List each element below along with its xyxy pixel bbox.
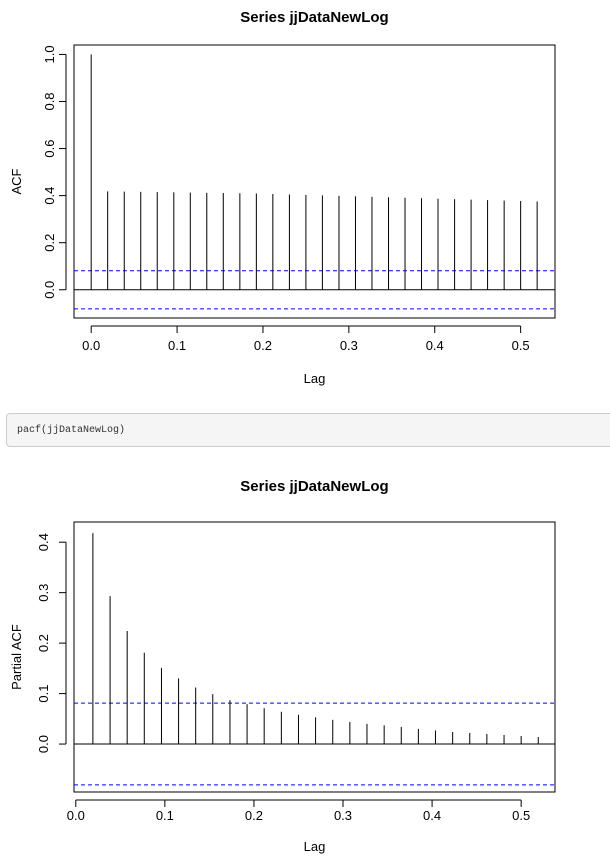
x-tick-label: 0.5 bbox=[512, 808, 530, 823]
chart-title: Series jjDataNewLog bbox=[240, 478, 388, 495]
y-tick-label: 0.2 bbox=[42, 234, 57, 252]
x-tick-label: 0.1 bbox=[156, 808, 174, 823]
y-axis-label: Partial ACF bbox=[9, 624, 24, 690]
pacf-chart-svg: Series jjDataNewLog 0.0 0.1 0.2 0.3 0.4 0.5 Lag… bbox=[9, 478, 556, 854]
code-chunk-text: pacf(jjDataNewLog) bbox=[17, 425, 126, 436]
y-axis: 0.0 0.1 0.2 0.3 0.4 bbox=[36, 533, 67, 753]
x-tick-label: 0.4 bbox=[426, 338, 444, 353]
y-tick-label: 0.4 bbox=[42, 187, 57, 205]
y-tick-label: 0.0 bbox=[42, 281, 57, 299]
x-tick-label: 0.2 bbox=[254, 338, 272, 353]
x-axis-label: Lag bbox=[304, 371, 326, 386]
y-axis: 0.0 0.2 0.4 0.6 0.8 1.0 bbox=[42, 45, 67, 299]
y-tick-label: 0.3 bbox=[36, 584, 51, 602]
x-tick-label: 0.2 bbox=[245, 808, 263, 823]
y-tick-label: 0.1 bbox=[36, 685, 51, 703]
plot-frame bbox=[73, 521, 556, 793]
y-tick-label: 0.0 bbox=[36, 735, 51, 753]
y-tick-label: 1.0 bbox=[42, 45, 57, 63]
x-tick-label: 0.3 bbox=[340, 338, 358, 353]
y-axis-label: ACF bbox=[9, 168, 24, 194]
x-tick-label: 0.0 bbox=[67, 808, 85, 823]
acf-plot: Series jjDataNewLog 0.0 0.1 0.2 0.3 0.4 0.5 Lag… bbox=[0, 0, 610, 390]
x-tick-label: 0.3 bbox=[334, 808, 352, 823]
y-tick-label: 0.2 bbox=[36, 634, 51, 652]
plot-frame bbox=[73, 44, 556, 319]
x-tick-label: 0.5 bbox=[512, 338, 530, 353]
y-tick-label: 0.4 bbox=[36, 533, 51, 551]
acf-chart-svg: Series jjDataNewLog 0.0 0.1 0.2 0.3 0.4 0.5 Lag… bbox=[9, 9, 556, 386]
x-tick-label: 0.0 bbox=[82, 338, 100, 353]
x-axis: 0.0 0.1 0.2 0.3 0.4 0.5 bbox=[82, 325, 530, 353]
code-chunk: pacf(jjDataNewLog) bbox=[6, 413, 610, 447]
chart-title: Series jjDataNewLog bbox=[240, 9, 388, 26]
y-tick-label: 0.6 bbox=[42, 140, 57, 158]
x-axis: 0.0 0.1 0.2 0.3 0.4 0.5 bbox=[67, 799, 530, 823]
y-tick-label: 0.8 bbox=[42, 92, 57, 110]
x-axis-label: Lag bbox=[304, 839, 326, 854]
pacf-plot: Series jjDataNewLog 0.0 0.1 0.2 0.3 0.4 0.5 Lag… bbox=[0, 466, 610, 856]
x-tick-label: 0.1 bbox=[168, 338, 186, 353]
x-tick-label: 0.4 bbox=[423, 808, 441, 823]
